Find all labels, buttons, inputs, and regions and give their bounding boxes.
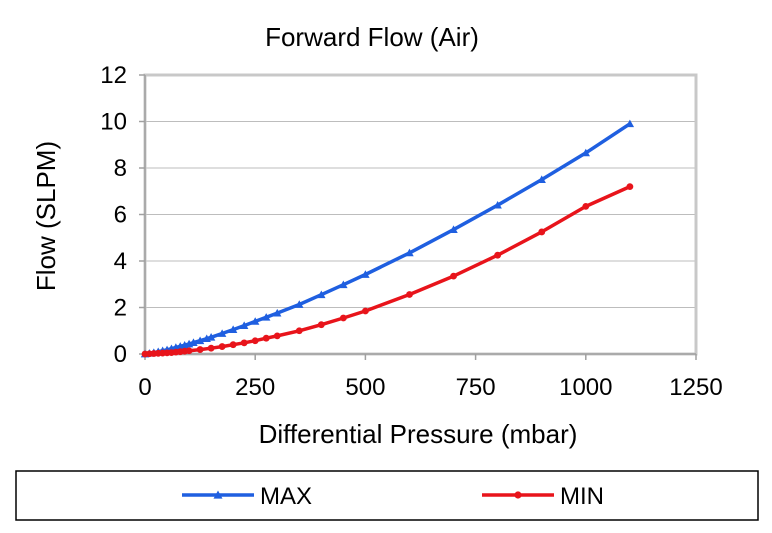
- data-point-max: [317, 290, 326, 299]
- data-point-min: [450, 272, 457, 280]
- grid-lines: [145, 121, 696, 308]
- legend-item-max: MAX: [182, 483, 312, 510]
- data-point-min: [251, 337, 259, 345]
- data-point-max: [625, 119, 635, 128]
- legend-label-min: MIN: [560, 483, 604, 510]
- x-tick-label: 250: [235, 374, 275, 401]
- data-point-max: [273, 308, 282, 317]
- data-point-min: [273, 332, 281, 340]
- data-point-min: [196, 346, 204, 353]
- x-axis-label: Differential Pressure (mbar): [259, 419, 578, 449]
- data-point-max: [189, 338, 198, 346]
- y-tick-label: 10: [100, 109, 127, 136]
- data-point-min: [362, 307, 369, 315]
- legend-box: [15, 470, 759, 521]
- data-point-max: [228, 325, 238, 333]
- legend-items: MAX MIN: [182, 483, 604, 510]
- legend-marker-min: [514, 491, 522, 499]
- data-point-min: [295, 327, 303, 335]
- data-point-max: [537, 175, 546, 183]
- data-point-min: [207, 344, 215, 352]
- x-tick-label: 750: [456, 374, 496, 401]
- y-tick-label: 6: [114, 202, 127, 229]
- data-point-max: [361, 270, 370, 278]
- data-point-max: [239, 321, 249, 329]
- data-point-max: [493, 201, 502, 209]
- data-point-min: [218, 343, 226, 350]
- data-point-min: [626, 183, 634, 191]
- y-axis-label: Flow (SLPM): [31, 141, 61, 291]
- data-point-min: [406, 291, 413, 298]
- x-tick-label: 1000: [559, 374, 612, 401]
- data-point-max: [217, 329, 227, 337]
- data-point-max: [405, 248, 414, 257]
- data-point-min: [582, 202, 590, 210]
- y-tick-label: 8: [114, 155, 127, 182]
- data-point-min: [240, 339, 248, 347]
- x-tick-label: 0: [138, 374, 151, 401]
- chart-title: Forward Flow (Air): [265, 22, 479, 52]
- data-point-max: [339, 280, 348, 289]
- data-point-max: [262, 313, 271, 321]
- data-point-max: [449, 225, 458, 233]
- data-point-min: [494, 251, 502, 259]
- axes: [139, 74, 697, 360]
- y-tick-label: 2: [114, 295, 127, 322]
- data-point-max: [295, 300, 304, 308]
- data-point-max: [581, 148, 590, 157]
- y-tick-label: 0: [114, 341, 127, 368]
- legend: MAX MIN: [15, 470, 759, 521]
- tick-labels: 0 250 500 750 1000 1250 0 2 4 6 8 10 12: [100, 62, 722, 401]
- x-tick-label: 500: [345, 374, 385, 401]
- data-point-min: [538, 228, 546, 236]
- y-tick-label: 4: [114, 248, 127, 275]
- data-point-min: [262, 334, 270, 342]
- data-point-max: [206, 333, 216, 341]
- data-point-max: [195, 336, 205, 345]
- legend-label-max: MAX: [260, 483, 312, 510]
- x-tick-label: 1250: [669, 374, 722, 401]
- legend-marker-max: [213, 490, 223, 499]
- data-point-min: [317, 321, 325, 329]
- data-point-min: [339, 314, 347, 322]
- series-min: [141, 183, 634, 358]
- data-point-min: [229, 341, 237, 349]
- data-point-max: [251, 317, 260, 325]
- series-layer: [140, 119, 635, 358]
- y-tick-label: 12: [100, 62, 127, 89]
- legend-item-min: MIN: [482, 483, 604, 510]
- data-point-min: [185, 347, 193, 355]
